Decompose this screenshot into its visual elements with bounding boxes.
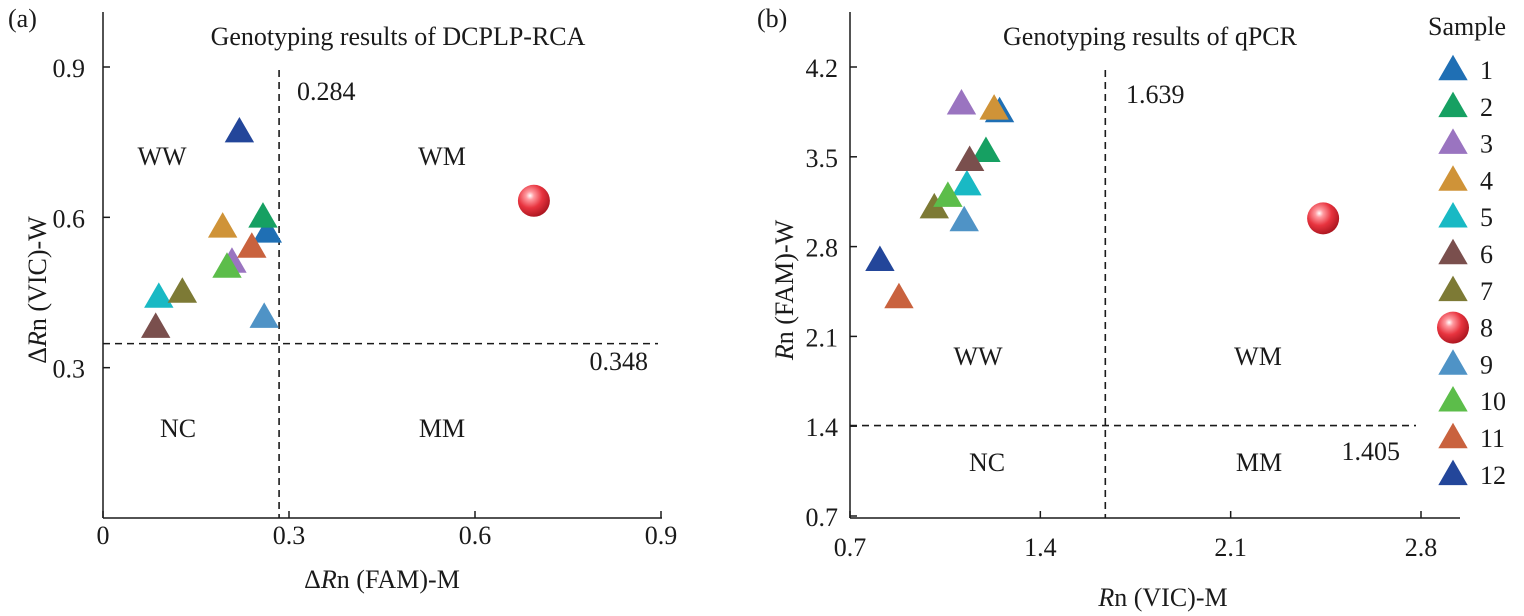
panel-b-point-sample-12 xyxy=(865,245,895,272)
panel-b-x-label: Rn (VIC)-M xyxy=(1097,583,1227,612)
panel-a-y-tick-label: 0.3 xyxy=(53,355,86,384)
panel-b-point-sample-4 xyxy=(979,94,1009,120)
legend-marker-sample-1 xyxy=(1438,54,1468,81)
legend-marker-sample-8 xyxy=(1437,311,1469,344)
panel-b-x-tick-label: 1.4 xyxy=(1024,533,1057,562)
legend-marker-sample-10 xyxy=(1438,386,1468,412)
panel-a-point-sample-8 xyxy=(517,184,550,217)
panel-b-x-tick-label: 2.8 xyxy=(1405,533,1438,562)
panel-a-point-sample-9 xyxy=(249,302,279,328)
legend-marker-sample-6 xyxy=(1438,238,1468,265)
panel-a: (a) Genotyping results of DCPLP-RCA 0.3 0… xyxy=(8,4,677,594)
panel-a-point-sample-4 xyxy=(207,212,238,238)
panel-a-y-tick-label: 0.9 xyxy=(53,54,86,83)
panel-b-x-tick-label: 0.7 xyxy=(834,533,867,562)
panel-b-quadrant-top-left: WW xyxy=(953,342,1003,371)
panel-b-title: Genotyping results of qPCR xyxy=(1003,22,1298,51)
legend-label-sample-6: 6 xyxy=(1480,240,1493,269)
legend-label-sample-4: 4 xyxy=(1480,166,1493,195)
panel-b-quadrant-bottom-left: NC xyxy=(969,448,1005,477)
panel-a-y-label: ΔRn (VIC)-W xyxy=(23,216,52,364)
panel-b-y-tick-label: 2.1 xyxy=(806,323,839,352)
panel-b-point-sample-9 xyxy=(949,205,979,232)
panel-b-point-sample-8 xyxy=(1307,202,1340,235)
panel-a-point-sample-12 xyxy=(224,116,255,143)
panel-b-point-sample-5 xyxy=(952,169,982,196)
panel-a-x-label: ΔRn (FAM)-M xyxy=(304,565,460,594)
panel-b-threshold-x-label: 1.639 xyxy=(1126,80,1185,109)
panel-a-point-sample-2 xyxy=(248,202,278,228)
panel-a-point-sample-11 xyxy=(237,232,267,258)
legend-label-sample-7: 7 xyxy=(1480,277,1493,306)
legend-marker-sample-11 xyxy=(1438,422,1468,449)
panel-b: (b) Genotyping results of qPCR 0.7 1.4 2.1… xyxy=(757,4,1460,612)
panel-a-point-sample-10 xyxy=(212,252,242,278)
panel-a-point-sample-7 xyxy=(167,277,198,303)
panel-b-x-tick-label: 2.1 xyxy=(1214,533,1247,562)
panel-a-title: Genotyping results of DCPLP-RCA xyxy=(211,22,586,51)
panel-a-quadrant-top-right: WM xyxy=(418,142,466,171)
legend-marker-sample-2 xyxy=(1438,91,1468,118)
legend-label-sample-11: 11 xyxy=(1480,424,1505,453)
panel-a-x-tick-label: 0 xyxy=(97,521,110,550)
panel-b-label: (b) xyxy=(757,4,787,33)
panel-b-point-sample-10 xyxy=(933,181,963,207)
panel-b-quadrant-bottom-right: MM xyxy=(1236,448,1282,477)
legend-label-sample-2: 2 xyxy=(1480,93,1493,122)
panel-b-y-tick-label: 1.4 xyxy=(806,413,839,442)
panel-b-y-label: Rn (FAM)-W xyxy=(770,219,799,361)
panel-a-quadrant-bottom-left: NC xyxy=(160,414,196,443)
panel-b-point-sample-11 xyxy=(884,282,914,309)
legend-label-sample-10: 10 xyxy=(1480,387,1506,416)
panel-a-quadrant-bottom-right: MM xyxy=(419,414,465,443)
panel-a-label: (a) xyxy=(8,4,37,33)
panel-b-y-tick-label: 4.2 xyxy=(806,54,839,83)
panel-a-threshold-y-label: 0.348 xyxy=(590,347,649,376)
panel-a-point-sample-5 xyxy=(144,282,174,308)
legend-marker-sample-4 xyxy=(1438,165,1468,191)
legend-label-sample-1: 1 xyxy=(1480,56,1493,85)
panel-a-y-tick-label: 0.6 xyxy=(53,204,86,233)
legend-marker-sample-12 xyxy=(1438,459,1468,486)
legend-label-sample-9: 9 xyxy=(1480,350,1493,379)
panel-b-quadrant-top-right: WM xyxy=(1234,342,1282,371)
panel-a-x-tick-label: 0.6 xyxy=(459,521,492,550)
panel-b-y-tick-label: 3.5 xyxy=(806,144,839,173)
legend-title: Sample xyxy=(1428,12,1506,41)
panel-b-y-tick-label: 2.8 xyxy=(806,234,839,263)
panel-a-x-tick-label: 0.9 xyxy=(645,521,678,550)
panel-a-threshold-x-label: 0.284 xyxy=(297,77,356,106)
legend-label-sample-12: 12 xyxy=(1480,461,1506,490)
legend-label-sample-3: 3 xyxy=(1480,130,1493,159)
panel-b-point-sample-2 xyxy=(971,136,1001,162)
panel-b-point-sample-3 xyxy=(946,89,977,115)
panel-a-x-tick-label: 0.3 xyxy=(273,521,306,550)
legend-marker-sample-5 xyxy=(1438,202,1468,228)
legend-marker-sample-9 xyxy=(1438,349,1468,375)
legend-label-sample-5: 5 xyxy=(1480,203,1493,232)
panel-a-point-sample-6 xyxy=(141,312,171,338)
panel-a-point-sample-1 xyxy=(252,217,282,243)
panel-a-quadrant-top-left: WW xyxy=(137,142,187,171)
panel-b-threshold-y-label: 1.405 xyxy=(1342,437,1401,466)
panel-b-y-tick-label: 0.7 xyxy=(806,503,839,532)
legend-label-sample-8: 8 xyxy=(1480,314,1493,343)
legend-marker-sample-7 xyxy=(1438,275,1468,302)
legend-marker-sample-3 xyxy=(1438,128,1468,154)
panel-b-point-sample-6 xyxy=(954,145,985,171)
